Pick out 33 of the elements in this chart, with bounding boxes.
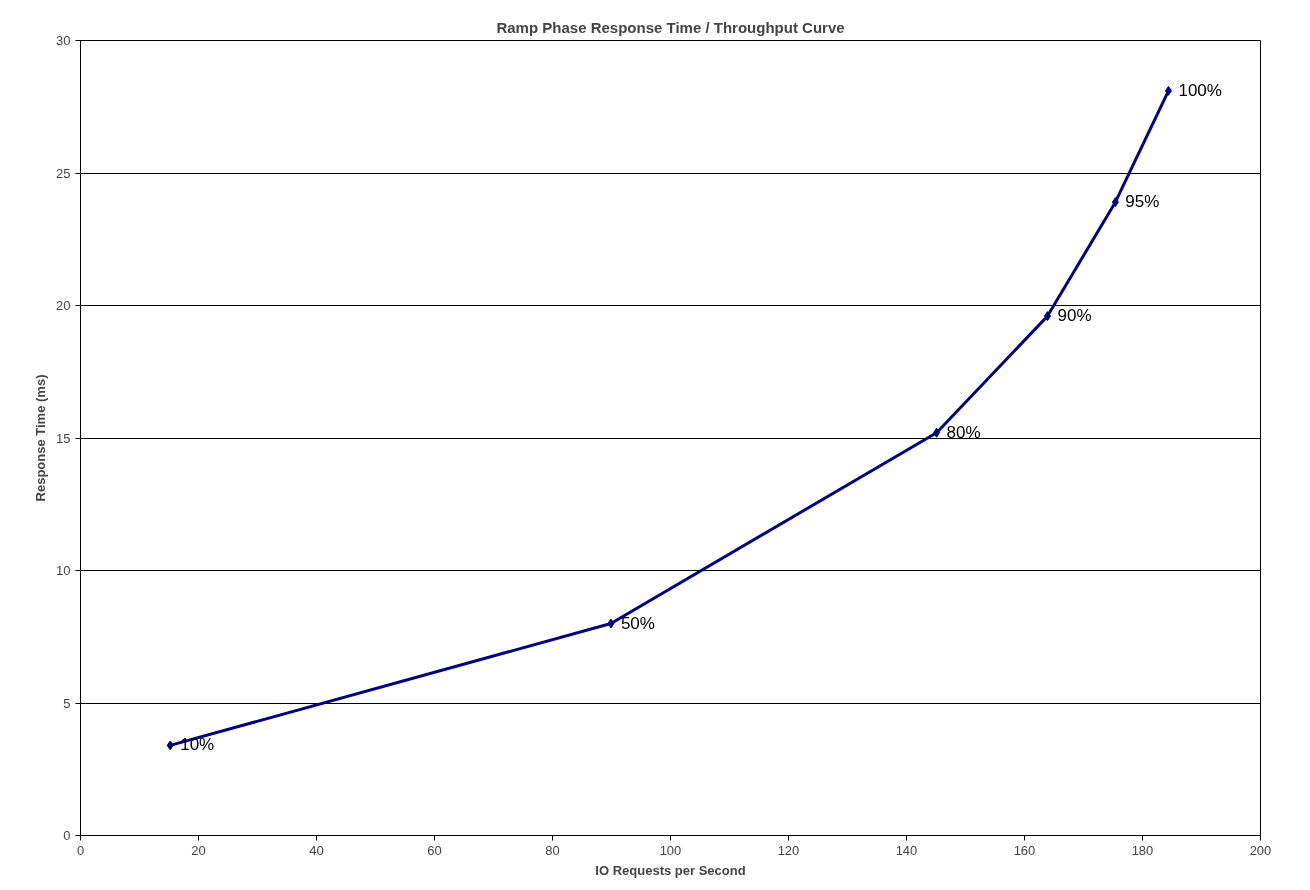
x-tick-label: 140 [895,842,918,858]
y-tick-label: 0 [63,828,71,843]
x-tick-label: 180 [1131,842,1154,858]
y-tick-label: 10 [56,563,71,578]
chart-title: Ramp Phase Response Time / Throughput Curve [496,18,845,36]
point [933,427,941,438]
x-tick-label: 0 [76,842,85,858]
y-tick-label: 25 [56,165,71,181]
x-tick-label: 20 [191,842,206,858]
point [1111,197,1119,208]
x-tick-label: 60 [427,842,442,858]
annotation: 95% [1125,192,1160,212]
annotation: 80% [946,422,981,442]
annotation: 100% [1178,80,1222,100]
y-tick-label: 20 [56,298,71,313]
x-axis-title: IO Requests per Second [595,862,746,878]
y-tick-label: 15 [56,430,71,446]
x-tick-label: 120 [777,842,800,858]
y-axis-title: Response Time (ms) [33,374,49,502]
annotation: 90% [1057,306,1092,326]
x-tick-label: 200 [1249,842,1272,858]
x-tick-label: 40 [309,842,324,858]
point [607,618,615,629]
annotation: 50% [620,613,655,633]
point [1164,85,1172,96]
x-tick-label: 80 [545,842,560,858]
y-tick-label: 5 [63,695,71,711]
y-tick-label: 30 [56,33,71,48]
point [1044,311,1052,322]
point [166,740,174,751]
x-tick-label: 160 [1013,842,1036,858]
annotation: 10% [180,735,215,755]
x-tick-label: 100 [659,842,682,858]
